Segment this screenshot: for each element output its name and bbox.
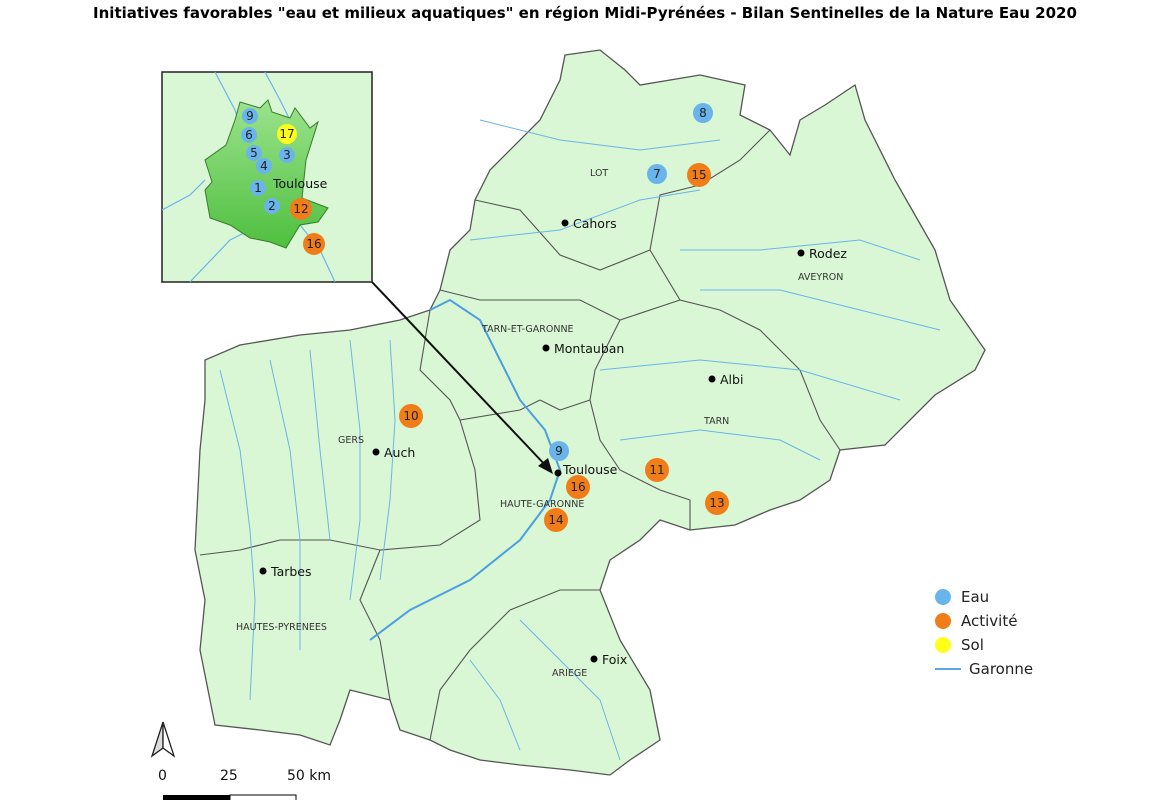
- scale-bar: [163, 794, 297, 800]
- map-title: Initiatives favorables "eau et milieux a…: [93, 4, 1077, 22]
- dept-label: HAUTE-GARONNE: [500, 499, 584, 510]
- scale-tick: 0: [158, 768, 167, 784]
- inset-arrow: [371, 281, 549, 469]
- svg-text:6: 6: [245, 128, 253, 142]
- svg-text:10: 10: [403, 409, 418, 423]
- marker-activite: 13: [705, 491, 729, 515]
- dept-label: LOT: [590, 168, 608, 179]
- inset-marker-eau: 3: [279, 147, 295, 163]
- north-arrow-icon: [150, 721, 176, 758]
- marker-activite: 15: [687, 163, 711, 187]
- city-label: Auch: [384, 445, 415, 460]
- svg-text:8: 8: [699, 106, 707, 120]
- marker-activite: 14: [544, 508, 568, 532]
- inset-marker-eau: 1: [250, 180, 266, 196]
- eau-dot-icon: [935, 589, 951, 605]
- river-line-icon: [935, 668, 961, 670]
- legend: Eau Activité Sol Garonne: [935, 585, 1033, 681]
- dept-label: AVEYRON: [798, 272, 843, 283]
- inset-marker-eau: 4: [256, 158, 272, 174]
- cities: Cahors Rodez Montauban Albi Auch Toulous…: [259, 216, 847, 667]
- inset-marker-eau: 2: [264, 198, 280, 214]
- svg-text:16: 16: [570, 480, 585, 494]
- marker-eau: 8: [693, 103, 713, 123]
- dept-label: HAUTES-PYRENEES: [236, 622, 327, 633]
- inset-marker-eau: 9: [242, 108, 258, 124]
- inset-marker-sol: 17: [277, 124, 297, 144]
- dept-label: ARIEGE: [552, 668, 587, 679]
- dept-label: GERS: [338, 435, 364, 446]
- svg-text:13: 13: [709, 496, 724, 510]
- rivers: [219, 119, 941, 761]
- city-label: Foix: [602, 652, 627, 667]
- dept-label: TARN: [703, 416, 729, 427]
- inset-marker-eau: 6: [241, 127, 257, 143]
- svg-text:7: 7: [653, 167, 661, 181]
- svg-text:5: 5: [250, 146, 258, 160]
- legend-item-garonne: Garonne: [935, 657, 1033, 681]
- svg-text:3: 3: [283, 148, 291, 162]
- svg-text:1: 1: [254, 181, 262, 195]
- svg-text:9: 9: [246, 109, 254, 123]
- marker-eau: 7: [647, 164, 667, 184]
- city-label: Cahors: [573, 216, 617, 231]
- inset-city-label: Toulouse: [272, 176, 328, 191]
- svg-text:16: 16: [306, 237, 321, 251]
- svg-text:11: 11: [649, 463, 664, 477]
- inset-marker-eau: 5: [246, 145, 262, 161]
- city-label: Rodez: [809, 246, 847, 261]
- activite-dot-icon: [935, 613, 951, 629]
- svg-text:12: 12: [293, 202, 308, 216]
- svg-text:15: 15: [691, 168, 706, 182]
- inset-map: 9 6 17 5 3 4 1 2 12 16 Toulouse: [161, 71, 373, 283]
- inset-marker-activite: 12: [290, 198, 312, 220]
- city-label: Albi: [720, 372, 743, 387]
- sol-dot-icon: [935, 637, 951, 653]
- scale-tick: 50 km: [287, 768, 332, 784]
- svg-text:17: 17: [279, 127, 294, 141]
- svg-text:14: 14: [548, 513, 563, 527]
- svg-text:2: 2: [268, 199, 276, 213]
- region-outline: [194, 49, 986, 776]
- department-labels: LOT AVEYRON TARN-ET-GARONNE TARN GERS HA…: [236, 168, 843, 679]
- city-label: Tarbes: [270, 564, 312, 579]
- marker-activite: 16: [566, 475, 590, 499]
- svg-text:9: 9: [555, 444, 563, 458]
- svg-text:4: 4: [260, 159, 268, 173]
- scale-tick: 25: [220, 768, 238, 784]
- marker-activite: 10: [399, 404, 423, 428]
- dept-label: TARN-ET-GARONNE: [481, 324, 574, 335]
- legend-item-sol: Sol: [935, 633, 1033, 657]
- marker-activite: 11: [645, 458, 669, 482]
- legend-item-activite: Activité: [935, 609, 1033, 633]
- legend-item-eau: Eau: [935, 585, 1033, 609]
- city-label: Montauban: [554, 341, 624, 356]
- city-label: Toulouse: [562, 462, 618, 477]
- department-boundaries: [199, 129, 841, 741]
- markers: 8 7 15 10 9 11 16 14 13: [399, 103, 729, 532]
- inset-marker-activite: 16: [303, 233, 325, 255]
- marker-eau: 9: [549, 441, 569, 461]
